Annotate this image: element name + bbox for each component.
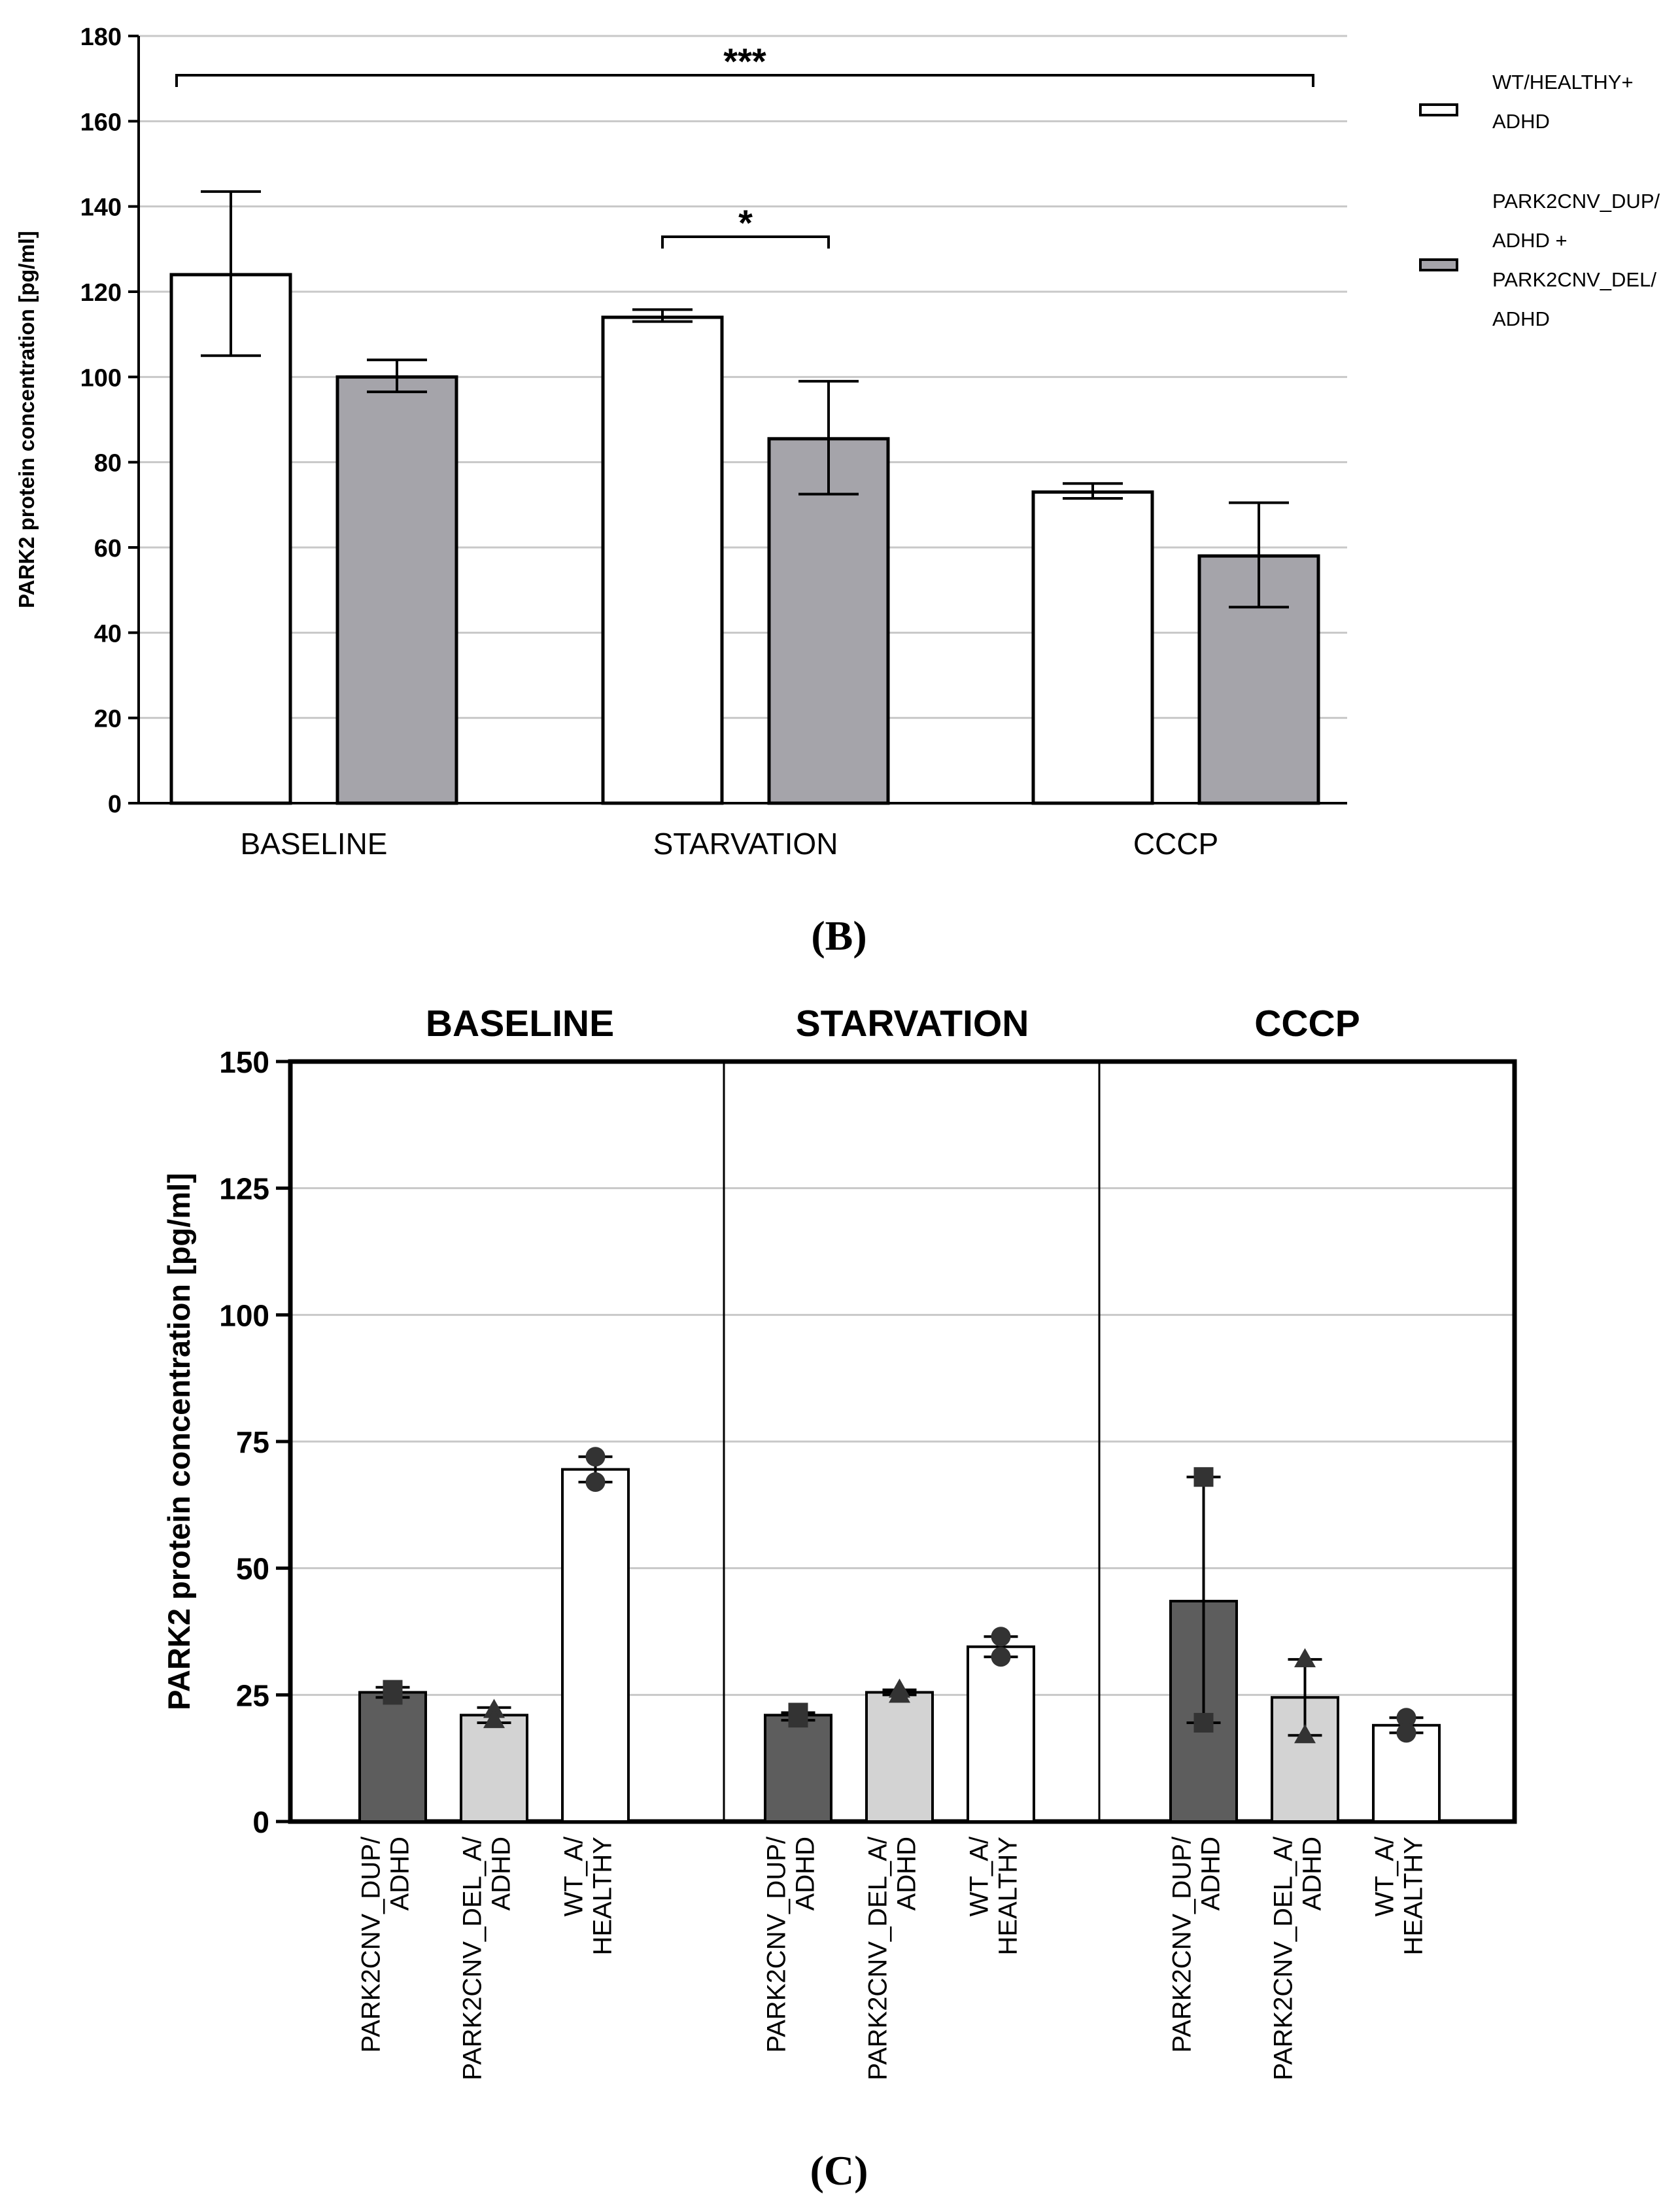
bar — [764, 1714, 832, 1823]
y-tick-label: 100 — [219, 1298, 269, 1332]
bar-label: WT_A/ — [965, 1836, 994, 1916]
y-tick-label: 140 — [80, 194, 122, 222]
bar-label: HEALTHY — [589, 1837, 617, 1956]
bar-label: WT_A/ — [1371, 1836, 1399, 1916]
data-point — [585, 1472, 606, 1492]
data-point — [585, 1447, 606, 1467]
bar-label: ADHD — [1298, 1837, 1327, 1910]
bar-label: PARK2CNV_DEL_A/ — [1269, 1836, 1298, 2081]
x-category-label: STARVATION — [653, 827, 838, 861]
y-tick-label: 25 — [236, 1678, 269, 1712]
x-category-label: CCCP — [1133, 827, 1218, 861]
bar-label: HEALTHY — [1399, 1837, 1428, 1956]
bar-label: PARK2CNV_DUP/ — [763, 1836, 791, 2052]
bar-label: ADHD — [487, 1837, 516, 1910]
data-point — [991, 1647, 1011, 1667]
y-tick-label: 40 — [94, 620, 122, 648]
legend-label: PARK2CNV_DEL/ — [1492, 268, 1656, 291]
bar — [865, 1691, 934, 1823]
data-point — [1396, 1708, 1416, 1728]
significance-label: *** — [723, 41, 766, 82]
panel-label-b: (B) — [811, 912, 866, 959]
y-tick-label: 0 — [252, 1805, 269, 1839]
significance-bracket — [175, 74, 1314, 87]
y-tick-label: 120 — [80, 279, 122, 307]
bar — [358, 1691, 427, 1823]
legend-swatch — [1419, 258, 1458, 271]
chart-panel-c: 0 25 50 75 100 125 150 PARK2 protein concentrat… — [162, 1003, 1517, 2194]
legend-label: WT/HEALTHY+ — [1492, 71, 1634, 94]
legend-label: ADHD + — [1492, 229, 1568, 252]
group-title: STARVATION — [796, 1003, 1029, 1045]
bar — [460, 1714, 528, 1823]
y-tick-label: 150 — [219, 1045, 269, 1079]
y-axis-label: PARK2 protein concentration [pg/ml] — [162, 1173, 196, 1710]
y-tick-label: 160 — [80, 109, 122, 136]
y-tick-label: 125 — [219, 1172, 269, 1206]
data-point — [383, 1685, 403, 1705]
bar-label: ADHD — [791, 1837, 820, 1910]
significance-label: * — [738, 202, 753, 243]
y-tick-label: 20 — [94, 706, 122, 733]
data-point — [889, 1684, 910, 1703]
bar-label: HEALTHY — [994, 1837, 1023, 1956]
bar-label: PARK2CNV_DEL_A/ — [458, 1836, 487, 2081]
data-point — [483, 1708, 505, 1729]
legend-label: ADHD — [1492, 110, 1550, 133]
chart-panel-b: 0 20 40 60 80 100 120 140 160 180 PARK2 protein co… — [14, 24, 1660, 959]
y-tick-label: 180 — [80, 24, 122, 51]
panel-label-c: (C) — [810, 2147, 868, 2194]
legend-swatch — [1419, 103, 1458, 116]
bar — [335, 375, 458, 805]
data-point — [1294, 1648, 1316, 1668]
data-point — [1193, 1712, 1214, 1733]
bar-label: ADHD — [386, 1837, 415, 1910]
bar — [601, 315, 724, 805]
legend-label: ADHD — [1492, 307, 1550, 330]
x-category-label: BASELINE — [241, 827, 388, 861]
group-title: BASELINE — [426, 1003, 614, 1045]
group-title: CCCP — [1254, 1003, 1360, 1045]
data-point — [1193, 1467, 1214, 1487]
bar-label: PARK2CNV_DUP/ — [357, 1836, 386, 2052]
bar — [967, 1645, 1035, 1823]
bar — [1031, 490, 1154, 805]
y-axis-label: PARK2 protein concentration [pg/ml] — [14, 231, 39, 608]
y-tick-label: 0 — [108, 791, 122, 818]
data-point — [1396, 1723, 1416, 1743]
y-tick-label: 60 — [94, 535, 122, 562]
data-point — [1294, 1724, 1316, 1744]
bar-label: PARK2CNV_DEL_A/ — [864, 1836, 893, 2081]
y-tick-label: 80 — [94, 450, 122, 477]
significance-bracket — [661, 235, 830, 249]
data-point — [788, 1708, 808, 1728]
bar-label: PARK2CNV_DUP/ — [1168, 1836, 1197, 2052]
bar — [561, 1468, 630, 1823]
legend-label: PARK2CNV_DUP/ — [1492, 190, 1660, 213]
bar-label: ADHD — [1197, 1837, 1226, 1910]
y-tick-label: 75 — [236, 1425, 269, 1459]
data-point — [483, 1699, 505, 1718]
data-point — [991, 1627, 1011, 1647]
bar — [169, 273, 292, 805]
bar-label: WT_A/ — [560, 1836, 589, 1916]
bar-label: ADHD — [893, 1837, 921, 1910]
y-tick-label: 100 — [80, 364, 122, 392]
y-tick-label: 50 — [236, 1552, 269, 1586]
